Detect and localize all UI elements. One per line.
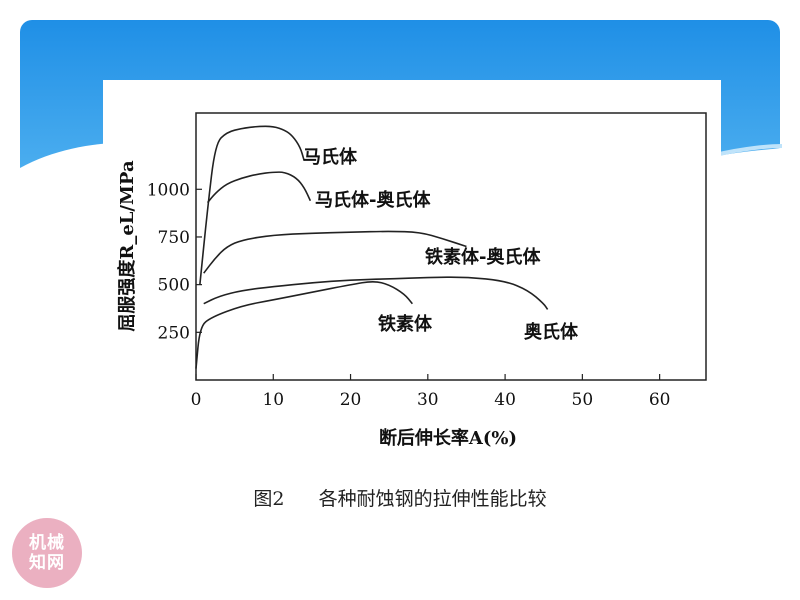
series-line — [195, 280, 413, 369]
y-tick-label: 1000 — [147, 180, 190, 200]
y-axis-label: 屈服强度R_eL/MPa — [116, 160, 138, 332]
x-tick-label: 0 — [191, 390, 202, 410]
plot-frame — [195, 112, 707, 381]
line-chart: 250 500 750 1000 0 10 20 30 40 50 60 马氏体马氏体-奥氏体铁素… — [116, 112, 707, 449]
x-tick-label: 60 — [649, 390, 671, 410]
series-line — [203, 276, 549, 310]
series-label: 铁素体-奥氏体 — [425, 246, 541, 268]
x-tick-label: 30 — [417, 390, 439, 410]
x-tick-label: 50 — [572, 390, 594, 410]
series-line — [203, 230, 467, 274]
x-axis: 0 10 20 30 40 50 60 — [191, 374, 671, 410]
series-label: 铁素体 — [378, 313, 433, 335]
caption-number: 图2 — [253, 488, 285, 510]
banner-streak — [714, 144, 783, 157]
y-tick-label: 250 — [158, 323, 190, 343]
figure-card: 250 500 750 1000 0 10 20 30 40 50 60 马氏体 马氏体-奥氏体 铁素… — [103, 80, 721, 452]
series-label: 马氏体 — [303, 146, 358, 168]
x-axis-label: 断后伸长率A(%) — [379, 427, 517, 449]
series-label: 马氏体-奥氏体 — [315, 189, 431, 211]
x-tick-label: 40 — [494, 390, 516, 410]
logo-line-2: 知网 — [29, 553, 65, 573]
figure-caption: 图2 各种耐蚀钢的拉伸性能比较 — [0, 484, 800, 511]
logo-line-1: 机械 — [29, 533, 65, 553]
x-tick-label: 10 — [262, 390, 284, 410]
series-label: 奥氏体 — [524, 321, 579, 343]
series-line — [206, 171, 312, 204]
x-tick-label: 20 — [340, 390, 362, 410]
y-axis: 250 500 750 1000 — [147, 180, 202, 343]
caption-text: 各种耐蚀钢的拉伸性能比较 — [318, 488, 547, 510]
y-tick-label: 500 — [158, 276, 190, 296]
series-group — [195, 125, 549, 369]
series-line — [199, 125, 305, 285]
site-logo: 机械 知网 — [12, 518, 82, 588]
y-tick-label: 750 — [158, 228, 190, 248]
